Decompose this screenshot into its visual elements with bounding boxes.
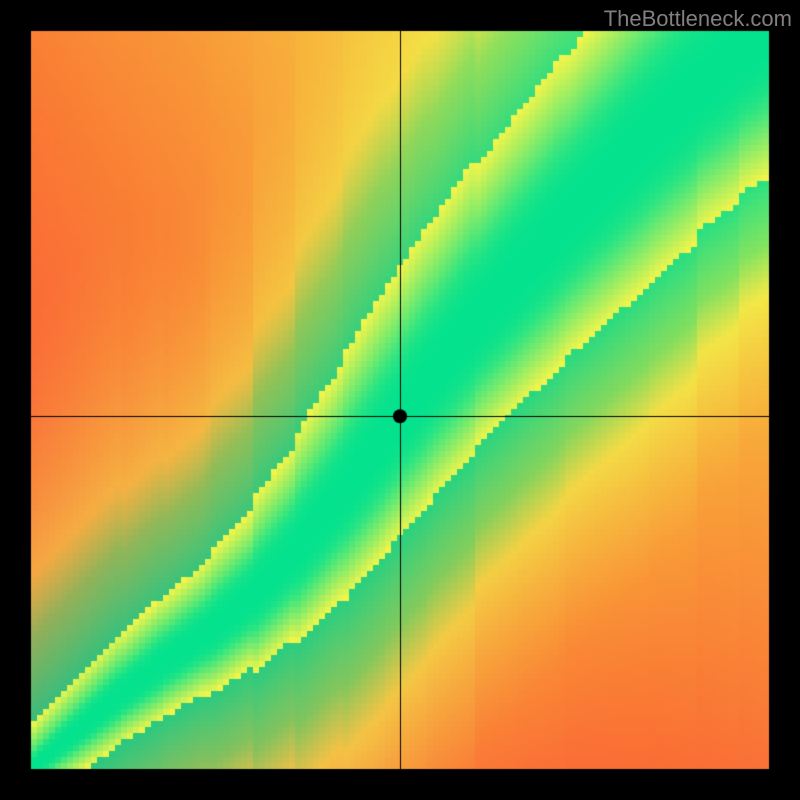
chart-container: { "meta": { "width_px": 800, "height_px"… (0, 0, 800, 800)
watermark-text: TheBottleneck.com (604, 6, 792, 32)
heatmap-canvas (0, 0, 800, 800)
